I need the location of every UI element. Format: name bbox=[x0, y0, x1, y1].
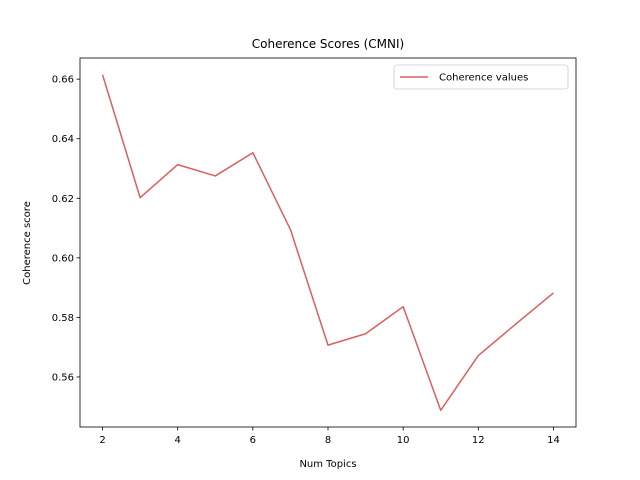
x-tick-label: 10 bbox=[397, 435, 410, 446]
y-tick-label: 0.66 bbox=[52, 75, 74, 86]
plot-area: 2 4 6 8 10 12 14 0.56 0.58 0.60 0.62 0.64 0.66 bbox=[52, 57, 577, 446]
legend-label: Coherence values bbox=[439, 73, 528, 84]
x-tick-label: 14 bbox=[547, 435, 560, 446]
chart-title: Coherence Scores (CMNI) bbox=[252, 37, 404, 51]
y-tick-label: 0.56 bbox=[52, 372, 74, 383]
x-tick-label: 12 bbox=[472, 435, 485, 446]
x-tick-label: 6 bbox=[250, 435, 256, 446]
y-tick-label: 0.60 bbox=[52, 253, 74, 264]
x-tick-label: 4 bbox=[175, 435, 181, 446]
x-axis-title: Num Topics bbox=[299, 459, 356, 470]
y-tick-label: 0.58 bbox=[52, 313, 74, 324]
y-axis-title: Coherence score bbox=[22, 201, 33, 285]
x-tick-label: 2 bbox=[99, 435, 105, 446]
y-tick-label: 0.64 bbox=[52, 134, 74, 145]
x-tick-label: 8 bbox=[325, 435, 331, 446]
legend: Coherence values bbox=[393, 64, 569, 90]
y-tick-label: 0.62 bbox=[52, 194, 74, 205]
legend-box bbox=[393, 64, 569, 90]
